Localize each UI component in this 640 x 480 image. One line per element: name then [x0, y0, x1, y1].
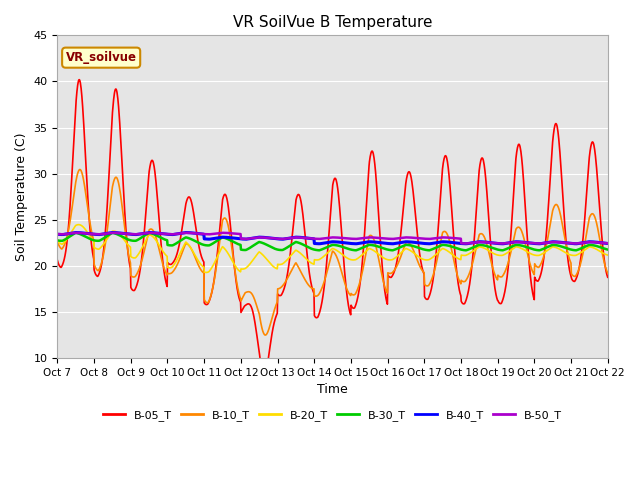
B-05_T: [491, 283, 499, 288]
B-05_T: [176, 237, 184, 243]
B-40_T: [176, 230, 184, 236]
B-50_T: [539, 240, 547, 246]
B-40_T: [490, 240, 498, 246]
B-20_T: [202, 270, 210, 276]
B-50_T: [238, 236, 246, 241]
B-20_T: [419, 256, 426, 262]
B-30_T: [176, 238, 184, 244]
B-05_T: [260, 374, 268, 380]
B-20_T: [54, 239, 61, 244]
B-50_T: [163, 231, 171, 237]
B-05_T: [238, 308, 246, 314]
B-10_T: [54, 239, 61, 244]
Line: B-40_T: B-40_T: [58, 232, 608, 244]
B-50_T: [573, 240, 580, 246]
B-30_T: [316, 247, 323, 253]
B-30_T: [419, 246, 426, 252]
Text: VR_soilvue: VR_soilvue: [66, 51, 137, 64]
B-05_T: [163, 282, 171, 288]
B-10_T: [163, 272, 171, 277]
Line: B-30_T: B-30_T: [58, 233, 608, 250]
B-20_T: [163, 253, 171, 259]
B-40_T: [539, 240, 547, 246]
B-50_T: [54, 231, 61, 237]
B-50_T: [604, 240, 612, 246]
Line: B-50_T: B-50_T: [58, 233, 608, 243]
B-30_T: [163, 237, 171, 243]
B-05_T: [540, 260, 547, 266]
X-axis label: Time: Time: [317, 383, 348, 396]
B-50_T: [176, 230, 184, 236]
B-50_T: [490, 240, 498, 246]
B-10_T: [419, 268, 426, 274]
B-20_T: [491, 251, 499, 257]
B-50_T: [419, 236, 426, 241]
B-05_T: [76, 77, 83, 83]
B-30_T: [491, 246, 499, 252]
B-20_T: [238, 266, 246, 272]
Line: B-10_T: B-10_T: [58, 169, 608, 335]
B-10_T: [176, 255, 184, 261]
Line: B-05_T: B-05_T: [58, 80, 608, 377]
B-20_T: [540, 251, 547, 256]
B-40_T: [54, 231, 61, 237]
Y-axis label: Soil Temperature (C): Soil Temperature (C): [15, 132, 28, 261]
B-10_T: [262, 332, 269, 338]
B-40_T: [419, 240, 426, 246]
B-20_T: [604, 252, 612, 258]
B-20_T: [176, 251, 184, 256]
B-20_T: [75, 222, 83, 228]
B-30_T: [238, 247, 246, 252]
Line: B-20_T: B-20_T: [58, 225, 608, 273]
B-10_T: [604, 270, 612, 276]
B-10_T: [76, 167, 84, 172]
B-30_T: [72, 230, 79, 236]
B-30_T: [604, 247, 612, 252]
B-30_T: [54, 238, 61, 243]
B-10_T: [540, 256, 547, 262]
B-40_T: [573, 241, 580, 247]
Title: VR SoilVue B Temperature: VR SoilVue B Temperature: [233, 15, 432, 30]
B-40_T: [72, 229, 79, 235]
B-05_T: [419, 267, 426, 273]
B-40_T: [238, 236, 246, 242]
B-40_T: [163, 231, 171, 237]
Legend: B-05_T, B-10_T, B-20_T, B-30_T, B-40_T, B-50_T: B-05_T, B-10_T, B-20_T, B-30_T, B-40_T, …: [99, 406, 566, 425]
B-05_T: [54, 257, 61, 263]
B-50_T: [72, 230, 79, 236]
B-30_T: [540, 246, 547, 252]
B-05_T: [604, 275, 612, 280]
B-10_T: [491, 271, 499, 276]
B-40_T: [604, 240, 612, 246]
B-10_T: [238, 297, 246, 302]
